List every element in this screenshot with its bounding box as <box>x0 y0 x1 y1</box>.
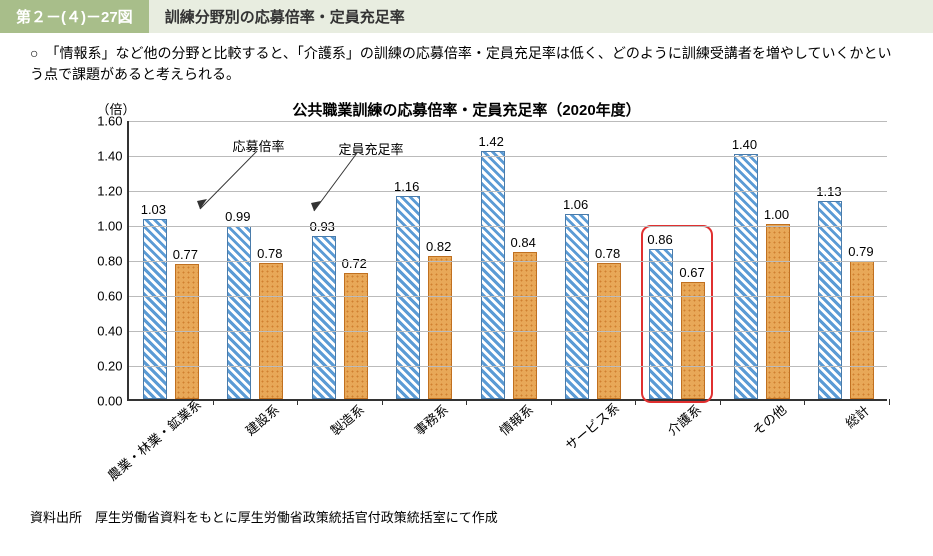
x-axis-category-label: 情報系 <box>494 400 536 440</box>
bar-capacity-ratio <box>344 273 368 399</box>
figure-number: 第２－(４)－27図 <box>0 0 149 33</box>
x-axis-category-label: その他 <box>748 400 790 440</box>
source-note: 資料出所 厚生労働省資料をもとに厚生労働省政策統括官付政策統括室にて作成 <box>0 501 933 532</box>
bar-application-ratio <box>481 151 505 400</box>
bar-value-label: 0.79 <box>848 244 873 259</box>
x-axis-category-label: 事務系 <box>410 400 452 440</box>
y-tick-label: 1.60 <box>97 114 128 129</box>
y-tick-label: 0.80 <box>97 254 128 269</box>
bar-application-ratio <box>818 201 842 399</box>
bar-value-label: 0.84 <box>511 235 536 250</box>
bar-value-label: 0.78 <box>257 246 282 261</box>
x-axis-category-label: 総計 <box>841 400 873 431</box>
bar-value-label: 1.40 <box>732 137 757 152</box>
bar-application-ratio <box>565 214 589 400</box>
gridline <box>129 121 887 122</box>
bar-value-label: 1.42 <box>479 134 504 149</box>
gridline <box>129 366 887 367</box>
bar-capacity-ratio <box>766 224 790 399</box>
bar-application-ratio <box>227 226 251 399</box>
gridline <box>129 261 887 262</box>
bar-capacity-ratio <box>513 252 537 399</box>
x-axis-category-label: 建設系 <box>241 400 283 440</box>
y-tick-label: 0.20 <box>97 359 128 374</box>
x-tick <box>889 399 890 405</box>
figure-title: 訓練分野別の応募倍率・定員充足率 <box>149 0 933 33</box>
chart-title: 公共職業訓練の応募倍率・定員充足率（2020年度） <box>292 99 640 120</box>
x-axis-category-label: 製造系 <box>325 400 367 440</box>
x-tick <box>804 399 805 405</box>
x-tick <box>720 399 721 405</box>
x-tick <box>382 399 383 405</box>
legend-arrow-1 <box>195 151 275 221</box>
legend-arrow-2 <box>309 153 379 223</box>
bar-value-label: 1.03 <box>141 202 166 217</box>
bar-value-label: 0.78 <box>595 246 620 261</box>
x-tick <box>635 399 636 405</box>
figure-description: ○ 「情報系」など他の分野と比較すると、「介護系」の訓練の応募倍率・定員充足率は… <box>0 33 933 91</box>
y-tick-label: 0.60 <box>97 289 128 304</box>
gridline <box>129 331 887 332</box>
bar-application-ratio <box>143 219 167 399</box>
x-tick <box>297 399 298 405</box>
bar-value-label: 0.82 <box>426 239 451 254</box>
bar-capacity-ratio <box>428 256 452 400</box>
bar-value-label: 0.72 <box>342 256 367 271</box>
bar-value-label: 1.00 <box>764 207 789 222</box>
y-tick-label: 1.00 <box>97 219 128 234</box>
y-tick-label: 1.40 <box>97 149 128 164</box>
figure-header: 第２－(４)－27図 訓練分野別の応募倍率・定員充足率 <box>0 0 933 33</box>
gridline <box>129 296 887 297</box>
y-tick-label: 1.20 <box>97 184 128 199</box>
x-tick <box>466 399 467 405</box>
bar-capacity-ratio <box>850 261 874 399</box>
chart-container: （倍） 公共職業訓練の応募倍率・定員充足率（2020年度） 1.030.770.… <box>27 91 907 501</box>
bar-value-label: 1.06 <box>563 197 588 212</box>
highlight-box <box>641 225 713 404</box>
x-axis-category-label: サービス系 <box>561 398 623 454</box>
x-tick <box>213 399 214 405</box>
y-tick-label: 0.40 <box>97 324 128 339</box>
y-tick-label: 0.00 <box>97 394 128 409</box>
bar-value-label: 0.77 <box>173 247 198 262</box>
x-tick <box>551 399 552 405</box>
x-axis-category-label: 介護系 <box>663 400 705 440</box>
gridline <box>129 226 887 227</box>
